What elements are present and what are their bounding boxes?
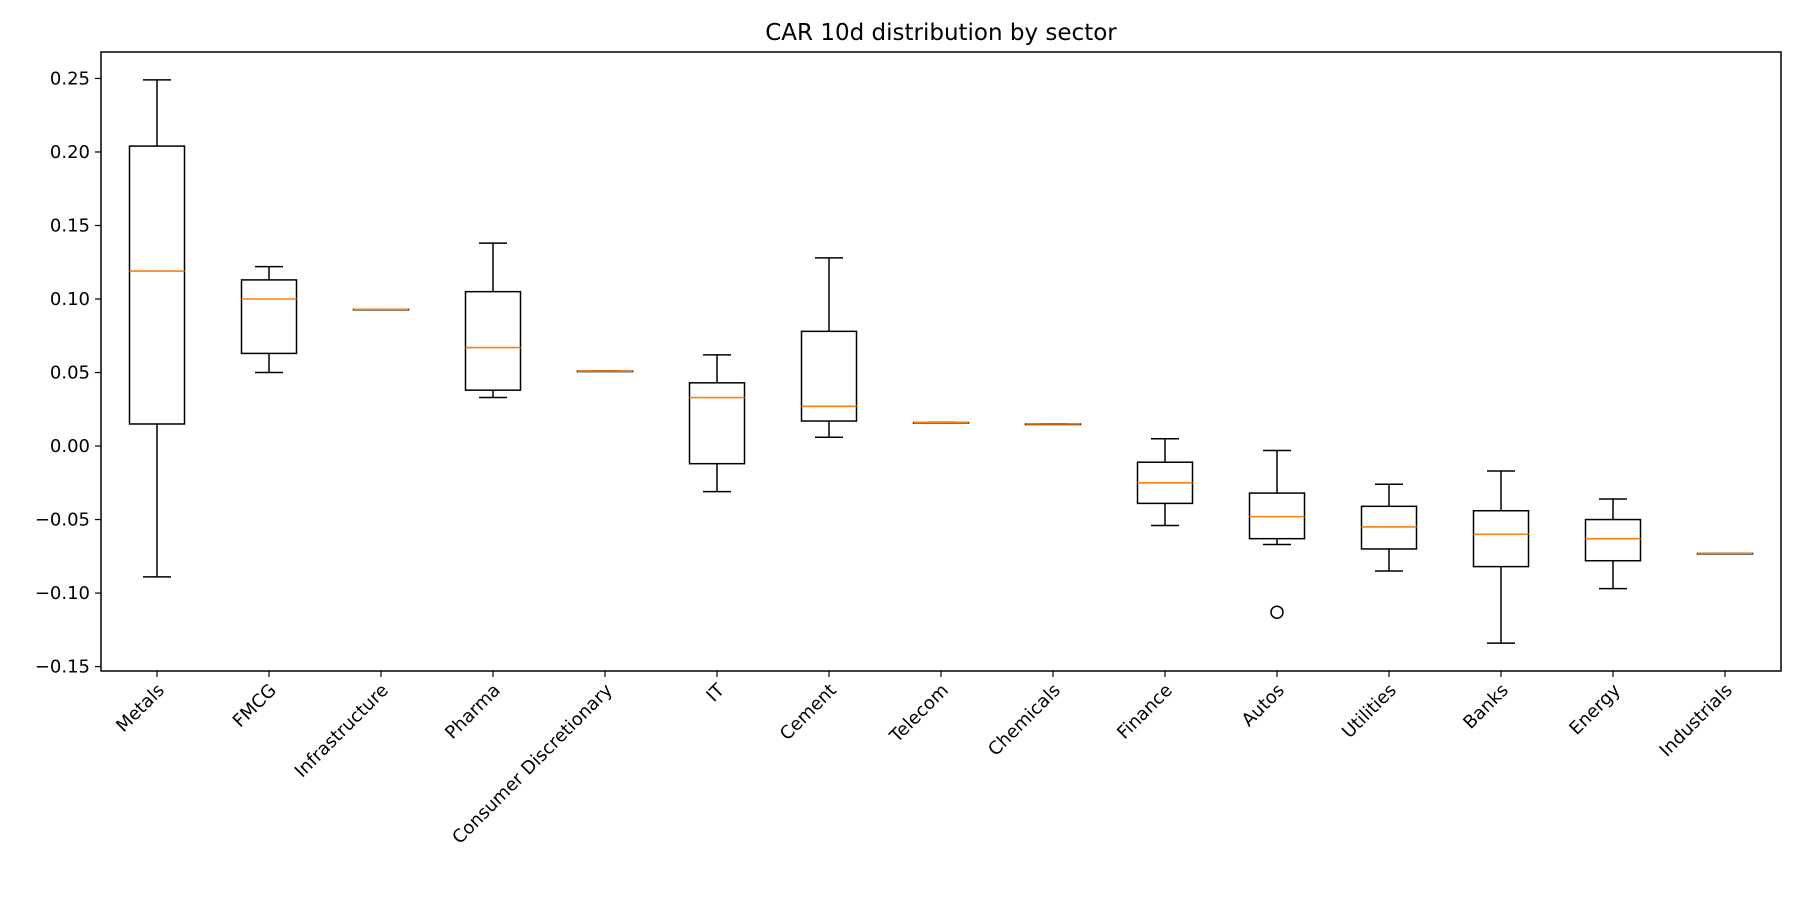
y-tick-label: −0.10 bbox=[35, 583, 90, 604]
box-iqr bbox=[464, 290, 522, 391]
box-infrastructure bbox=[352, 308, 410, 311]
x-tick-label: Energy bbox=[1565, 680, 1625, 740]
x-tick-label: Finance bbox=[1113, 680, 1177, 744]
x-tick-label: Industrials bbox=[1656, 680, 1737, 761]
box-iqr bbox=[1472, 509, 1530, 568]
box-consumer-discretionary bbox=[576, 370, 634, 373]
y-tick-label: 0.00 bbox=[50, 436, 90, 457]
x-tick-label: Pharma bbox=[441, 680, 505, 744]
box-iqr bbox=[128, 145, 186, 425]
plot-area bbox=[128, 79, 1754, 644]
box-utilities bbox=[1360, 483, 1418, 572]
x-tick-label: Telecom bbox=[885, 680, 953, 748]
x-tick-label: Utilities bbox=[1338, 680, 1401, 743]
x-tick-label: Autos bbox=[1238, 680, 1289, 731]
chart-title: CAR 10d distribution by sector bbox=[765, 20, 1117, 46]
y-tick-label: 0.20 bbox=[50, 142, 90, 163]
box-iqr bbox=[1584, 518, 1642, 562]
box-iqr bbox=[688, 382, 746, 465]
box-it bbox=[688, 354, 746, 493]
box-iqr bbox=[240, 279, 298, 355]
box-finance bbox=[1136, 437, 1194, 527]
plot-frame bbox=[100, 51, 1782, 672]
y-tick-label: −0.05 bbox=[35, 510, 90, 531]
box-banks bbox=[1472, 470, 1530, 644]
box-energy bbox=[1584, 498, 1642, 590]
box-fmcg bbox=[240, 265, 298, 374]
y-tick-label: 0.10 bbox=[50, 289, 90, 310]
box-cement bbox=[800, 257, 858, 438]
x-tick-label: IT bbox=[702, 679, 729, 706]
box-metals bbox=[128, 79, 186, 578]
box-pharma bbox=[464, 242, 522, 399]
box-chemicals bbox=[1024, 423, 1082, 426]
box-industrials bbox=[1696, 552, 1754, 555]
x-tick-label: Infrastructure bbox=[291, 680, 393, 782]
x-tick-label: FMCG bbox=[229, 680, 281, 732]
y-tick-label: 0.15 bbox=[50, 215, 90, 236]
box-autos bbox=[1248, 449, 1306, 619]
y-tick-label: 0.25 bbox=[50, 68, 90, 89]
outlier-point bbox=[1270, 605, 1284, 619]
y-tick-label: −0.15 bbox=[35, 657, 90, 678]
x-tick-label: Chemicals bbox=[984, 680, 1065, 761]
box-iqr bbox=[800, 330, 858, 422]
y-tick-label: 0.05 bbox=[50, 363, 90, 384]
x-tick-label: Banks bbox=[1459, 680, 1512, 733]
x-tick-label: Cement bbox=[776, 680, 841, 745]
box-telecom bbox=[912, 421, 970, 424]
y-axis: −0.15 −0.10 −0.05 0.00 0.05 0.10 0.15 0.20 0.25 bbox=[35, 68, 101, 678]
x-tick-label: Metals bbox=[112, 680, 169, 737]
